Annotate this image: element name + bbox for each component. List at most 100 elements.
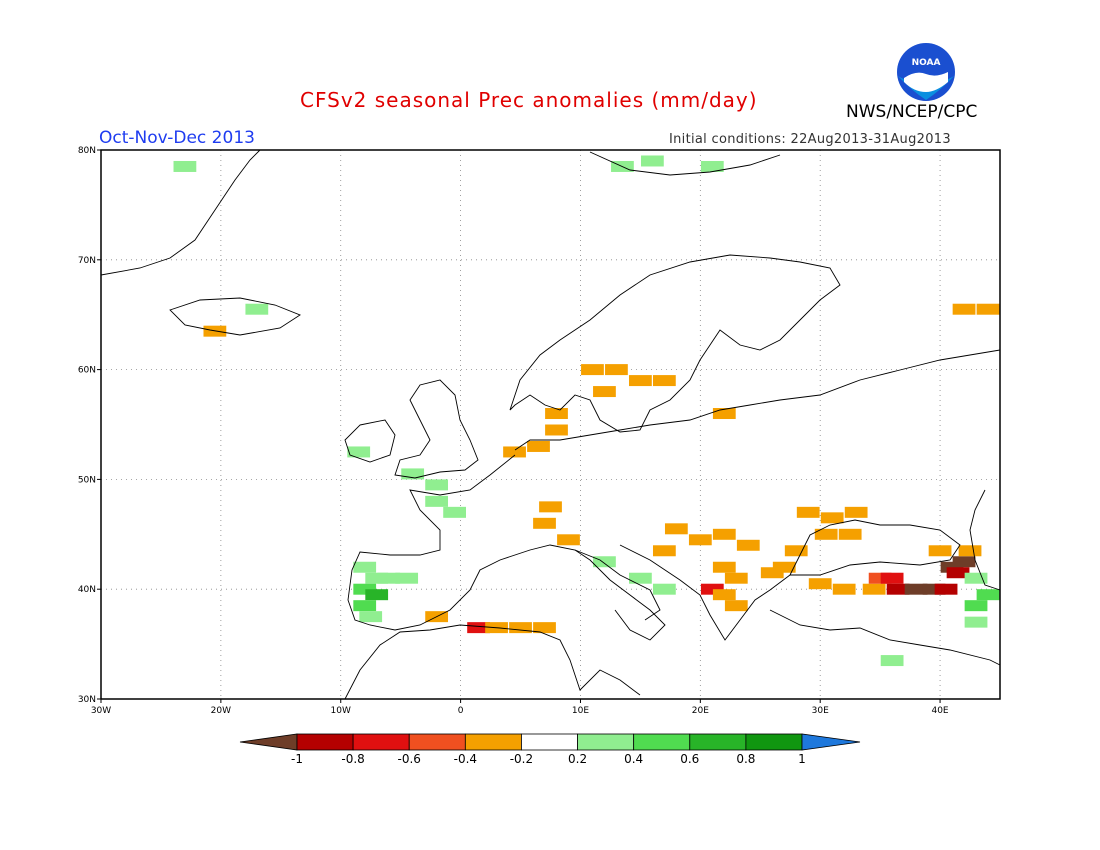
colorbar-label: -0.4 xyxy=(454,752,477,766)
anomaly-cell xyxy=(712,408,736,420)
coast-north-africa xyxy=(344,624,641,700)
colorbar-label: 0.8 xyxy=(736,752,755,766)
anomaly-cell xyxy=(976,589,1000,601)
anomaly-cell xyxy=(952,556,976,568)
lon-tick-label: 40E xyxy=(931,706,948,716)
colorbar-label: 1 xyxy=(798,752,806,766)
anomaly-cell xyxy=(958,545,982,557)
anomaly-cell xyxy=(844,506,868,518)
anomaly-cell xyxy=(946,567,970,579)
coast-black-sea xyxy=(789,519,961,576)
anomaly-cell xyxy=(173,160,197,172)
anomaly-cell xyxy=(593,556,616,568)
colorbar-box xyxy=(352,733,410,751)
anomaly-cell xyxy=(245,303,269,315)
anomaly-cell xyxy=(377,572,401,584)
anomaly-cell xyxy=(832,583,856,595)
coast-western-europe xyxy=(347,454,661,631)
anomaly-cell xyxy=(724,572,748,584)
anomaly-cell xyxy=(629,572,652,584)
lat-tick-label: 30N xyxy=(78,695,96,705)
coast-ireland xyxy=(344,419,396,463)
anomaly-cell xyxy=(934,583,958,595)
colorbar: -1 -0.8 -0.6 -0.4 -0.2 0.2 0.4 0.6 0.8 1 xyxy=(239,733,861,766)
anomaly-cell xyxy=(964,572,988,584)
lon-tick-label: 30W xyxy=(91,706,111,716)
colorbar-box xyxy=(577,733,635,751)
anomaly-cell xyxy=(640,155,664,167)
lat-tick-label: 50N xyxy=(78,475,96,485)
anomaly-cell xyxy=(712,589,736,601)
coast-caspian xyxy=(969,489,1001,591)
colorbar-box xyxy=(296,733,354,751)
agency-label: NWS/NCEP/CPC xyxy=(846,102,978,122)
coast-europe-north xyxy=(514,349,1001,451)
coast-anatolia xyxy=(769,609,1001,666)
colorbar-box xyxy=(521,733,578,751)
colorbar-label: -1 xyxy=(291,752,303,766)
anomaly-cell xyxy=(527,440,550,452)
lat-tick-label: 60N xyxy=(78,366,96,376)
anomaly-cells xyxy=(173,155,1000,667)
noaa-logo: NOAA xyxy=(897,43,955,101)
anomaly-cell xyxy=(964,600,988,612)
lon-tick-label: 0 xyxy=(458,706,464,716)
colorbar-box xyxy=(464,733,522,751)
lon-tick-label: 30E xyxy=(812,706,829,716)
colorbar-label: 0.2 xyxy=(568,752,587,766)
anomaly-cell xyxy=(652,375,676,387)
colorbar-label: -0.8 xyxy=(341,752,364,766)
anomaly-cell xyxy=(700,160,724,172)
lon-tick-label: 20W xyxy=(211,706,231,716)
anomaly-cell xyxy=(880,572,904,584)
anomaly-cell xyxy=(353,561,377,573)
anomaly-cell xyxy=(629,375,652,387)
lon-tick-label: 20E xyxy=(692,706,709,716)
colorbar-box xyxy=(689,733,747,751)
anomaly-cell xyxy=(886,583,910,595)
anomaly-cell xyxy=(868,572,892,584)
anomaly-cell xyxy=(700,583,724,595)
map-title: CFSv2 seasonal Prec anomalies (mm/day) xyxy=(300,88,758,112)
anomaly-cell xyxy=(365,572,389,584)
map-axes: 30W 20W 10W 0 10E 20E 30E 40E 30N 40N 50N 60N 70N 80N xyxy=(78,146,949,716)
initial-conditions: Initial conditions: 22Aug2013-31Aug2013 xyxy=(669,132,951,147)
coast-iceland xyxy=(169,297,301,336)
anomaly-cell xyxy=(545,408,568,420)
anomaly-cell xyxy=(533,517,556,529)
season-label: Oct-Nov-Dec 2013 xyxy=(99,128,255,148)
anomaly-cell xyxy=(862,583,886,595)
anomaly-cell xyxy=(593,386,616,398)
colorbar-box xyxy=(408,733,466,751)
anomaly-cell xyxy=(347,446,371,458)
anomaly-cell xyxy=(664,523,688,535)
lon-tick-label: 10E xyxy=(572,706,589,716)
coastlines xyxy=(100,149,1001,700)
colorbar-label: 0.6 xyxy=(680,752,699,766)
anomaly-cell xyxy=(784,545,808,557)
anomaly-cell xyxy=(760,567,784,579)
anomaly-cell xyxy=(359,611,383,623)
anomaly-cell xyxy=(395,572,419,584)
anomaly-cell xyxy=(772,561,796,573)
map-frame xyxy=(100,149,1001,700)
coast-scandinavia xyxy=(509,254,841,433)
anomaly-cell xyxy=(557,534,580,546)
anomaly-cell xyxy=(539,501,562,513)
anomaly-cell xyxy=(796,506,820,518)
anomaly-cell xyxy=(533,622,556,634)
anomaly-cell xyxy=(736,539,760,551)
lat-tick-label: 40N xyxy=(78,585,96,595)
anomaly-cell xyxy=(652,545,676,557)
anomaly-cell xyxy=(652,583,676,595)
anomaly-cell xyxy=(976,303,1000,315)
anomaly-cell xyxy=(545,424,568,436)
colorbar-box xyxy=(633,733,691,751)
anomaly-cell xyxy=(814,528,838,540)
anomaly-cell xyxy=(712,561,736,573)
colorbar-box xyxy=(745,733,803,751)
coast-balkans xyxy=(619,544,791,641)
anomaly-cell xyxy=(467,622,490,634)
anomaly-cell xyxy=(365,589,389,601)
